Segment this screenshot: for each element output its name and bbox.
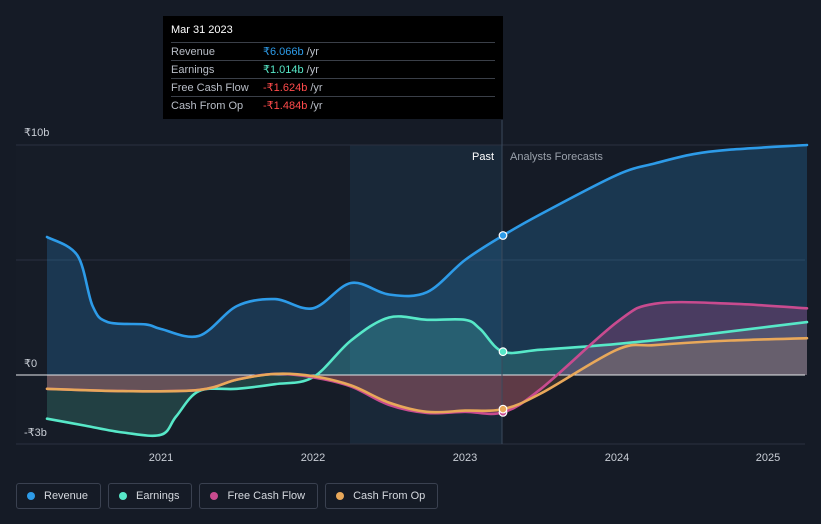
- legend-dot-icon: [119, 492, 128, 500]
- legend-dot-icon: [27, 492, 35, 500]
- legend-label: Cash From Op: [353, 490, 426, 502]
- series-line-cash-from-op: [45, 336, 809, 414]
- tooltip-unit: /yr: [306, 63, 319, 76]
- legend-label: Earnings: [136, 490, 180, 502]
- tooltip-row-revenue: Revenue ₹6.066b /yr: [171, 42, 495, 60]
- forecast-label: Analysts Forecasts: [510, 151, 603, 163]
- tooltip-value: ₹1.014b: [263, 64, 304, 76]
- tooltip-row-cfo: Cash From Op -₹1.484b /yr: [171, 96, 495, 114]
- legend: Revenue Earnings Free Cash Flow Cash Fro…: [16, 483, 439, 509]
- legend-label: Free Cash Flow: [227, 490, 306, 502]
- tooltip-value: ₹6.066b: [263, 46, 304, 58]
- series-line-revenue: [45, 143, 809, 339]
- tooltip-row-earnings: Earnings ₹1.014b /yr: [171, 60, 495, 78]
- y-tick-label: ₹10b: [24, 127, 49, 139]
- tooltip-label: Revenue: [171, 45, 216, 58]
- legend-item-cash-from-op[interactable]: Cash From Op: [325, 483, 439, 509]
- past-shade: [350, 145, 502, 444]
- tooltip-unit: /yr: [306, 45, 319, 58]
- legend-item-free-cash-flow[interactable]: Free Cash Flow: [199, 483, 319, 509]
- series-area-free-cash-flow: [47, 302, 807, 414]
- tooltip-label: Earnings: [171, 63, 215, 76]
- tooltip-date: Mar 31 2023: [171, 24, 233, 36]
- series-dots: [498, 231, 508, 417]
- series-area-earnings: [47, 316, 807, 436]
- tooltip-unit: /yr: [310, 99, 323, 112]
- series-lines: [45, 143, 809, 438]
- plot-bg-left: [16, 145, 350, 444]
- tooltip-unit: /yr: [310, 81, 323, 94]
- series-area-revenue: [47, 145, 807, 375]
- x-tick-label: 2021: [149, 452, 173, 464]
- x-tick-label: 2024: [605, 452, 629, 464]
- tooltip-value: -₹1.624b: [263, 82, 308, 94]
- x-tick-label: 2025: [756, 452, 780, 464]
- tooltip-row-fcf: Free Cash Flow -₹1.624b /yr: [171, 78, 495, 96]
- data-point-cash-from-op[interactable]: [498, 404, 508, 414]
- tooltip: Mar 31 2023 Revenue ₹6.066b /yr Earnings…: [163, 16, 503, 119]
- series-line-earnings: [45, 315, 809, 438]
- x-tick-label: 2022: [301, 452, 325, 464]
- legend-label: Revenue: [44, 490, 89, 502]
- past-label: Past: [472, 151, 494, 163]
- legend-dot-icon: [210, 492, 219, 500]
- legend-item-revenue[interactable]: Revenue: [16, 483, 102, 509]
- legend-dot-icon: [336, 492, 345, 500]
- legend-item-earnings[interactable]: Earnings: [108, 483, 193, 509]
- y-tick-label: -₹3b: [24, 427, 47, 439]
- data-point-revenue[interactable]: [498, 231, 508, 240]
- data-point-earnings[interactable]: [498, 347, 508, 357]
- tooltip-label: Cash From Op: [171, 99, 244, 112]
- tooltip-label: Free Cash Flow: [171, 81, 249, 94]
- y-tick-label: ₹0: [24, 358, 37, 370]
- x-tick-label: 2023: [453, 452, 477, 464]
- tooltip-value: -₹1.484b: [263, 100, 308, 112]
